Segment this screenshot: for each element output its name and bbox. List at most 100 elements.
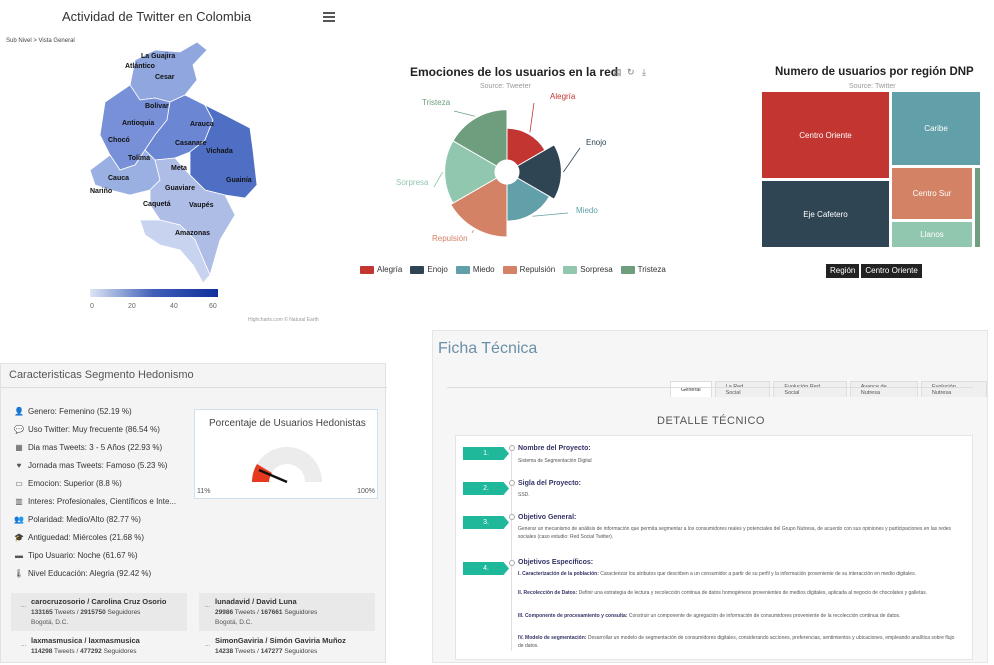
objective-item: I. Caracterización de la población: Cara… (518, 571, 916, 577)
pie-slice-tristeza[interactable] (452, 109, 508, 167)
chat-icon: 💬 (14, 425, 24, 434)
timeline-line (511, 451, 512, 651)
map-color-legend (90, 289, 218, 297)
treemap-cell-llanos[interactable]: Llanos (892, 222, 972, 247)
dept-label: Casanare (175, 140, 207, 147)
objective-item: III. Componente de procesamiento y consu… (518, 613, 901, 619)
legend-item-sorpresa[interactable]: Sorpresa (563, 265, 613, 274)
legend-item-miedo[interactable]: Miedo (455, 265, 495, 274)
breadcrumb-current[interactable]: Centro Oriente (861, 264, 922, 278)
pie-slice-repulsión[interactable] (450, 177, 508, 238)
document-icon[interactable]: ▤ (613, 67, 622, 77)
dept-label: Antioquia (122, 120, 155, 127)
emotions-chart-panel: Emociones de los usuarios en la red ▤ ↻ … (354, 55, 727, 285)
user-card[interactable]: ... lunadavid / David Luna 29986 Tweets … (205, 597, 385, 626)
pie-label: Enojo (586, 138, 607, 147)
dept-label: Vichada (206, 148, 233, 155)
pie-label: Alegría (550, 92, 576, 101)
menu-icon[interactable] (323, 12, 335, 22)
users-icon: 👥 (14, 515, 24, 524)
gauge-min: 11% (197, 488, 211, 495)
legend-label: Miedo (472, 265, 495, 274)
user-card[interactable]: ... carocruzosorio / Carolina Cruz Osori… (21, 597, 201, 626)
hedonist-gauge: Porcentaje de Usuarios Hedonistas 11% 10… (194, 409, 378, 499)
attribute-text: Emocion: Superior (8.8 %) (28, 479, 122, 488)
graduation-icon: 🎓 (14, 533, 24, 542)
treemap-source: Source: Twitter (849, 83, 896, 90)
tab-general[interactable]: General (670, 381, 712, 397)
map-region-amazonas[interactable] (139, 219, 211, 284)
pie-slice-sorpresa[interactable] (444, 140, 498, 204)
tab-evolucion-red[interactable]: Evolución Red Social (773, 381, 847, 397)
tab-evolucion-nutresa[interactable]: Evolución Nutresa (920, 381, 988, 397)
colombia-map (89, 41, 258, 284)
pie-label: Tristeza (422, 98, 451, 107)
legend-item-tristeza[interactable]: Tristeza (620, 265, 666, 274)
ficha-title: Ficha Técnica (438, 340, 538, 357)
step-text: SSD. (518, 492, 530, 498)
user-name[interactable]: laxmasmusica / laxmasmusica (31, 636, 140, 645)
dept-label: Nariño (90, 188, 113, 195)
user-location: Bogotá, D.C. (31, 619, 69, 626)
thermometer-icon: 🌡 (13, 569, 25, 578)
pie-slice-alegría[interactable] (506, 127, 546, 167)
legend-item-alegría[interactable]: Alegría (360, 265, 402, 274)
breadcrumb-root[interactable]: Región (826, 264, 860, 278)
briefcase-icon: ▬ (15, 551, 23, 560)
refresh-icon[interactable]: ↻ (627, 67, 635, 77)
dept-label: Guainía (226, 177, 252, 184)
pie-label: Repulsión (432, 234, 468, 243)
dept-label: La Guajira (141, 53, 176, 60)
step-dot (509, 480, 515, 486)
treemap-cell-other[interactable] (975, 168, 980, 247)
map-region-center[interactable] (144, 94, 214, 161)
user-name[interactable]: carocruzosorio / Carolina Cruz Osorio (31, 597, 167, 606)
legend-label: Tristeza (637, 265, 666, 274)
treemap-cell-caribe[interactable]: Caribe (892, 92, 980, 165)
map-region-north[interactable] (129, 41, 208, 103)
attribute-text: Uso Twitter: Muy frecuente (86.54 %) (28, 425, 160, 434)
legend-swatch (563, 265, 578, 274)
pie-label: Sorpresa (396, 178, 429, 187)
step-dot (509, 445, 515, 451)
treemap-cell-centro-oriente[interactable]: Centro Oriente (762, 92, 889, 178)
dept-label: Arauca (190, 121, 214, 128)
user-card[interactable]: ... SimonGaviria / Simón Gaviria Muñoz 1… (205, 636, 385, 655)
attribute-row: ▭ Emocion: Superior (8.8 %) (15, 479, 122, 488)
pie-slice-enojo[interactable] (516, 144, 562, 200)
detail-content (455, 435, 973, 660)
user-card-bg (199, 593, 375, 631)
step-badge: 4. (463, 562, 509, 575)
user-icon: 👤 (14, 407, 24, 416)
map-breadcrumb[interactable]: Sub Nivel > Vista General (6, 38, 75, 44)
dept-label: Meta (171, 165, 187, 172)
tab-red-social[interactable]: La Red Social (714, 381, 771, 397)
treemap-breadcrumb[interactable]: Región Centro Oriente (826, 264, 922, 278)
tab-avance-nutresa[interactable]: Avance de Nutresa (849, 381, 918, 397)
card-icon: ▭ (15, 479, 23, 488)
legend-tick: 40 (170, 303, 178, 310)
attribute-text: Dia mas Tweets: 3 - 5 Años (22.93 %) (28, 443, 163, 452)
user-card[interactable]: ... laxmasmusica / laxmasmusica 114298 T… (21, 636, 201, 655)
pie-label: Miedo (576, 206, 598, 215)
attribute-row: ▬ Tipo Usuario: Noche (61.67 %) (15, 551, 138, 560)
legend-item-enojo[interactable]: Enojo (410, 265, 448, 274)
step-title: Nombre del Proyecto: (518, 445, 591, 452)
treemap-cell-centro-sur[interactable]: Centro Sur (892, 168, 972, 219)
download-icon[interactable]: ⤓ (642, 67, 646, 77)
user-name[interactable]: lunadavid / David Luna (215, 597, 297, 606)
calendar-icon: ▦ (15, 443, 23, 452)
legend-item-repulsión[interactable]: Repulsión (502, 265, 555, 274)
pie-slice-miedo[interactable] (506, 177, 551, 222)
step-title: Sigla del Proyecto: (518, 480, 582, 487)
attribute-text: Tipo Usuario: Noche (61.67 %) (28, 551, 138, 560)
pie-label-line (529, 102, 535, 133)
pie-label-line (471, 229, 474, 234)
hedonism-header: Caracteristicas Segmento Hedonismo (1, 364, 387, 388)
map-credits[interactable]: Highcharts.com © Natural Earth (248, 317, 319, 323)
pie-label-line (433, 171, 443, 188)
step-badge: 3. (463, 516, 509, 529)
user-name[interactable]: SimonGaviria / Simón Gaviria Muñoz (215, 636, 346, 645)
legend-swatch (360, 265, 374, 274)
treemap-cell-eje-cafetero[interactable]: Eje Cafetero (762, 181, 889, 247)
